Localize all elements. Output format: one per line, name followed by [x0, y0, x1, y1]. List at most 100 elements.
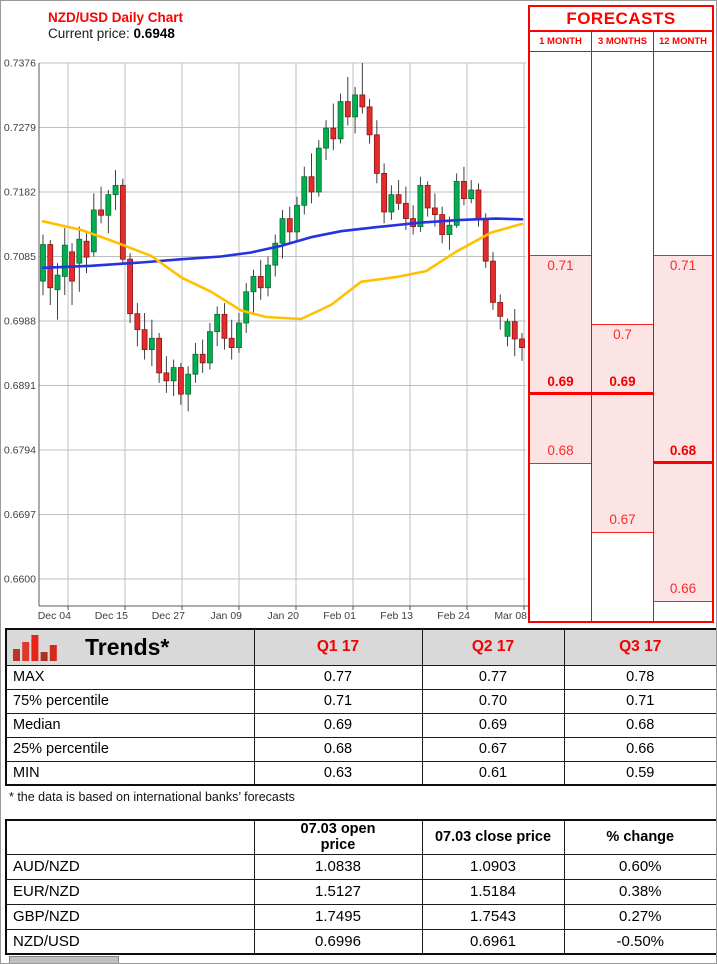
trends-value: 0.66 [563, 736, 716, 762]
price-row: EUR/NZD 1.5127 1.5184 0.38% [5, 878, 716, 905]
candle-down [163, 372, 170, 382]
trends-row-label: MAX [5, 664, 255, 690]
candle-up [207, 331, 213, 364]
candle-down [402, 202, 409, 219]
forecast-median-value: 0.69 [609, 374, 636, 389]
cropped-table-stub [9, 956, 119, 963]
trends-value: 0.61 [421, 760, 565, 786]
candle-up [417, 184, 424, 227]
candle-up [236, 322, 242, 348]
candle-down [395, 194, 402, 204]
forecasts-panel: FORECASTS 1 MONTH 3 MONTHS 12 MONTH 0.71 0.… [528, 5, 714, 623]
quarter-header-q1: Q1 17 [253, 628, 423, 666]
candle-down [373, 134, 380, 174]
forecast-range-band [530, 255, 591, 464]
bar-chart-icon-bar [13, 649, 20, 662]
candle-down [286, 218, 293, 233]
candle-up [453, 180, 460, 226]
candle-down [98, 209, 104, 216]
candle-down [257, 276, 264, 289]
trends-title: Trends* [85, 633, 170, 660]
candle-up [192, 353, 199, 375]
percent-change: 0.60% [563, 853, 716, 880]
trends-value: 0.70 [421, 688, 565, 714]
close-price: 0.6961 [421, 928, 565, 955]
x-axis-label: Dec 04 [38, 610, 71, 622]
forecast-upper-value: 0.7 [613, 327, 632, 342]
trends-header-row: Trends* Q1 17 Q2 17 Q3 17 [5, 628, 716, 666]
y-axis-label: 0.6600 [4, 574, 36, 586]
candle-up [61, 244, 68, 277]
candle-up [446, 224, 453, 235]
candle-down [141, 329, 148, 350]
candle-up [214, 313, 221, 333]
forecast-column-3-months: 0.7 0.69 0.67 [592, 52, 654, 621]
x-axis-label: Dec 27 [152, 610, 185, 622]
price-chart: 0.7376 0.7279 0.7182 0.7085 0.6988 0.6891 0.67… [4, 58, 528, 622]
forecast-median-value: 0.69 [547, 374, 574, 389]
candle-up [468, 189, 475, 200]
forecast-upper-value: 0.71 [547, 258, 574, 273]
candle-up [272, 242, 279, 266]
trends-row-label: 75% percentile [5, 688, 255, 714]
trends-value: 0.68 [253, 736, 423, 762]
trends-row-label: 25% percentile [5, 736, 255, 762]
candle-up [112, 184, 119, 196]
close-price: 1.5184 [421, 878, 565, 905]
candle-up [265, 264, 271, 289]
candle-down [199, 353, 206, 364]
ma-fast-yellow [41, 220, 524, 321]
close-price: 1.7543 [421, 903, 565, 930]
forecast-range-band [592, 324, 653, 533]
candle-down [482, 218, 489, 262]
candle-up [323, 127, 329, 149]
bar-chart-icon-bar [31, 635, 39, 662]
forecast-lower-value: 0.67 [609, 512, 636, 527]
candle-down [439, 214, 446, 235]
candle-up [170, 367, 177, 382]
candle-up [315, 147, 322, 193]
candle-up [250, 276, 257, 293]
candle-down [127, 258, 133, 315]
trends-value: 0.78 [563, 664, 716, 690]
trends-row: 25% percentile 0.68 0.67 0.66 [5, 736, 716, 762]
open-price: 1.7495 [253, 903, 423, 930]
trends-value: 0.59 [563, 760, 716, 786]
x-axis-label: Dec 15 [95, 610, 128, 622]
candle-up [337, 101, 344, 140]
trends-value: 0.69 [421, 712, 565, 738]
forecast-median-line [654, 461, 712, 464]
current-price-line: Current price: 0.6948 [48, 26, 183, 41]
candle-up [504, 321, 511, 337]
candle-down [308, 176, 315, 193]
candle-down [177, 367, 184, 395]
price-header-empty [5, 819, 255, 855]
trends-value: 0.69 [253, 712, 423, 738]
forecast-column-12-month: 0.71 0.68 0.66 [654, 52, 712, 621]
price-header-change: % change [563, 819, 716, 855]
candle-down [381, 172, 388, 213]
quarter-header-q2: Q2 17 [421, 628, 565, 666]
x-axis-label: Feb 24 [437, 610, 470, 622]
y-axis-label: 0.7085 [4, 251, 36, 263]
forecast-upper-value: 0.71 [669, 258, 697, 273]
percent-change: 0.38% [563, 878, 716, 905]
close-price: 1.0903 [421, 853, 565, 880]
percent-change: -0.50% [563, 928, 716, 955]
candle-up [388, 194, 395, 213]
trends-value: 0.77 [421, 664, 565, 690]
open-price: 1.0838 [253, 853, 423, 880]
forecast-lower-value: 0.68 [547, 443, 574, 458]
price-table: 07.03 open price 07.03 close price % cha… [5, 819, 716, 955]
pair-name: EUR/NZD [5, 878, 255, 905]
forecast-column-1-month: 0.71 0.69 0.68 [530, 52, 592, 621]
pair-name: AUD/NZD [5, 853, 255, 880]
forecast-horizon-12-month: 12 MONTH [658, 36, 708, 47]
pair-name: NZD/USD [5, 928, 255, 955]
candle-down [490, 260, 496, 303]
candle-up [76, 238, 83, 264]
forecast-median-value: 0.68 [669, 443, 697, 458]
candle-down [511, 321, 518, 340]
x-axis-label: Jan 09 [210, 610, 242, 622]
price-row: NZD/USD 0.6996 0.6961 -0.50% [5, 928, 716, 955]
